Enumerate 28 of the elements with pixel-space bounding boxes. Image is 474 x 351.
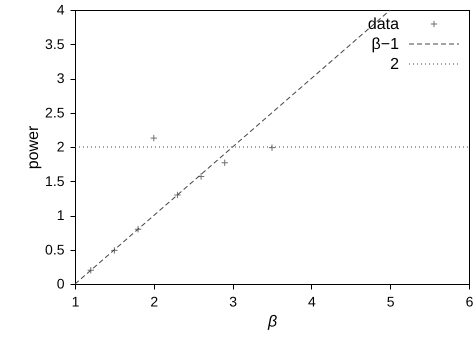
point [221, 159, 228, 166]
y-tick-label: 1.5 [45, 172, 65, 189]
legend-label: β−1 [372, 36, 400, 53]
y-tick-label: 2 [56, 138, 65, 154]
y-axis-title: power [25, 125, 42, 170]
y-tick-label: 0.5 [45, 241, 65, 258]
legend-label: data [368, 16, 400, 33]
y-tick-label: 3 [56, 70, 65, 86]
x-tick-label: 2 [150, 294, 158, 310]
point [134, 226, 142, 233]
legend-label: 2 [390, 56, 400, 73]
y-tick-label: 4 [56, 2, 65, 18]
y-tick-label: 0 [56, 276, 65, 292]
x-tick-label: 4 [308, 294, 316, 310]
x-tick-label: 3 [229, 294, 238, 310]
point [197, 172, 205, 180]
point [87, 266, 94, 274]
x-axis-title: β [266, 314, 278, 330]
point [110, 246, 118, 254]
y-tick-label: 3.5 [45, 36, 65, 52]
x-tick-label: 1 [72, 294, 80, 310]
x-tick-label: 6 [466, 294, 474, 310]
point [150, 134, 158, 142]
point [174, 191, 182, 199]
y-tick-label: 1 [56, 207, 65, 223]
point [268, 144, 276, 152]
y-tick-label: 2.5 [45, 104, 65, 120]
x-tick-label: 5 [386, 294, 395, 310]
